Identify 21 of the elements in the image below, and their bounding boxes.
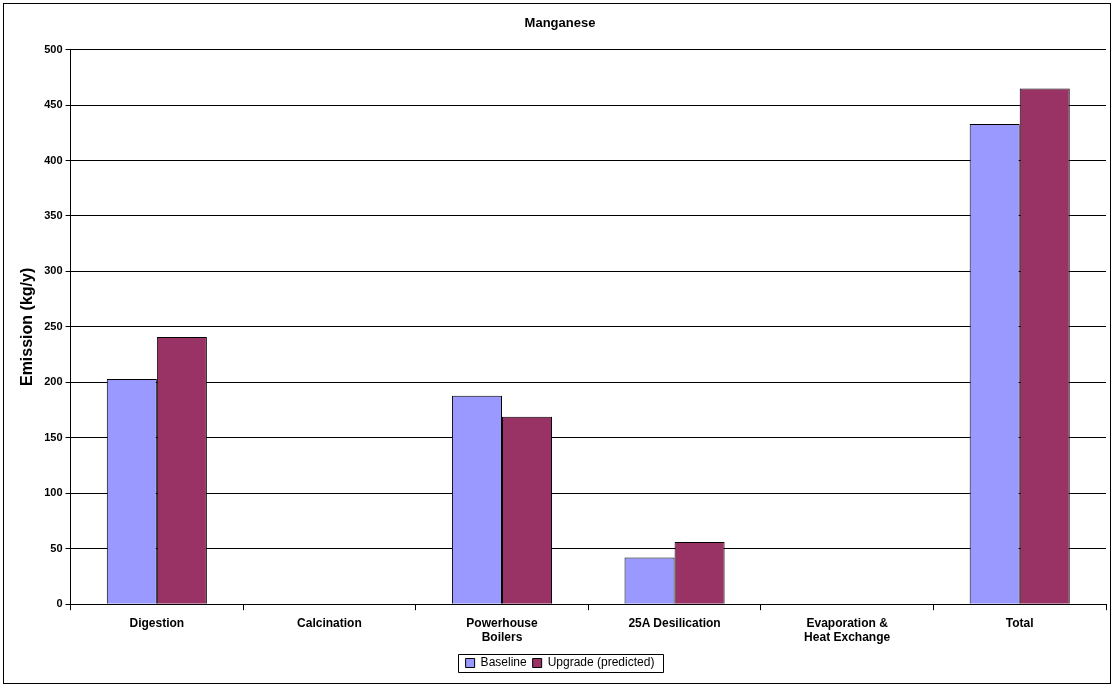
y-tick-label: 200 (44, 375, 63, 388)
x-tick-label: Powerhouse Boilers (466, 615, 538, 645)
legend-label: Upgrade (predicted) (547, 655, 655, 670)
y-tick-label: 400 (44, 153, 63, 166)
y-tick-label: 500 (44, 42, 63, 55)
y-tick-label: 250 (44, 319, 63, 332)
x-tick-label: 25A Desilication (628, 615, 721, 630)
y-tick-label: 300 (44, 264, 63, 277)
x-tick-label: Calcination (297, 615, 362, 630)
y-tick-label: 450 (44, 98, 63, 111)
y-tick-label: 50 (50, 541, 63, 554)
x-tick-label: Digestion (129, 615, 185, 630)
x-tick-label: Total (1005, 615, 1034, 630)
x-tick-label: Evaporation & Heat Exchange (804, 615, 891, 645)
y-tick-label: 150 (44, 430, 63, 443)
legend-label: Baseline (480, 655, 527, 670)
chart-title: Manganese (524, 15, 596, 31)
y-axis-title: Emission (kg/y) (18, 267, 36, 387)
y-tick-label: 100 (44, 486, 63, 499)
y-tick-label: 350 (44, 209, 63, 222)
y-tick-label: 0 (56, 597, 63, 610)
